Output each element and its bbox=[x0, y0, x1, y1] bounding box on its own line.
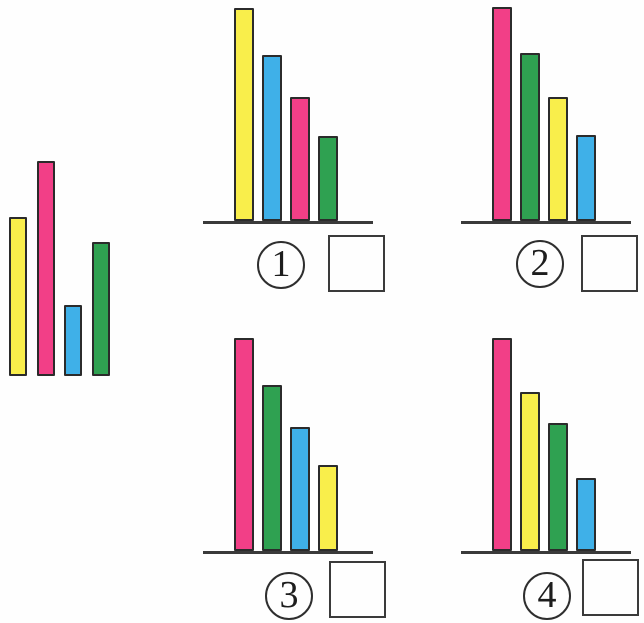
blue-bar bbox=[290, 427, 310, 551]
pink-bar bbox=[290, 97, 310, 221]
option-1-answer-box[interactable] bbox=[328, 235, 385, 292]
yellow-bar bbox=[9, 217, 27, 376]
pink-bar bbox=[492, 7, 512, 221]
option-3-number-badge: 3 bbox=[265, 572, 313, 620]
blue-bar bbox=[64, 305, 82, 376]
option-2-bar-chart bbox=[461, 7, 631, 224]
pink-bar bbox=[492, 338, 512, 551]
option-4-bar-chart bbox=[461, 338, 631, 554]
blue-bar bbox=[576, 478, 596, 551]
option-2-answer-box[interactable] bbox=[581, 235, 638, 292]
yellow-bar bbox=[548, 97, 568, 221]
option-4-answer-box[interactable] bbox=[582, 559, 639, 616]
blue-bar bbox=[576, 135, 596, 221]
green-bar bbox=[262, 385, 282, 551]
green-bar bbox=[520, 53, 540, 221]
pink-bar bbox=[234, 338, 254, 551]
green-bar bbox=[548, 423, 568, 551]
reference-bar-chart bbox=[9, 161, 119, 376]
option-3-number: 3 bbox=[279, 574, 299, 616]
pink-bar bbox=[36, 161, 55, 376]
option-4-number: 4 bbox=[537, 574, 557, 616]
option-2-number-badge: 2 bbox=[516, 240, 564, 288]
option-4-number-badge: 4 bbox=[523, 572, 571, 620]
option-1-bar-chart bbox=[203, 8, 373, 224]
yellow-bar bbox=[520, 392, 540, 551]
blue-bar bbox=[262, 55, 282, 221]
green-bar bbox=[91, 242, 110, 376]
option-2-number: 2 bbox=[530, 242, 550, 284]
yellow-bar bbox=[318, 465, 338, 551]
yellow-bar bbox=[234, 8, 254, 221]
green-bar bbox=[318, 136, 338, 221]
option-1-number: 1 bbox=[271, 243, 291, 285]
option-3-bar-chart bbox=[203, 338, 373, 554]
option-1-number-badge: 1 bbox=[257, 241, 305, 289]
option-3-answer-box[interactable] bbox=[329, 561, 386, 618]
